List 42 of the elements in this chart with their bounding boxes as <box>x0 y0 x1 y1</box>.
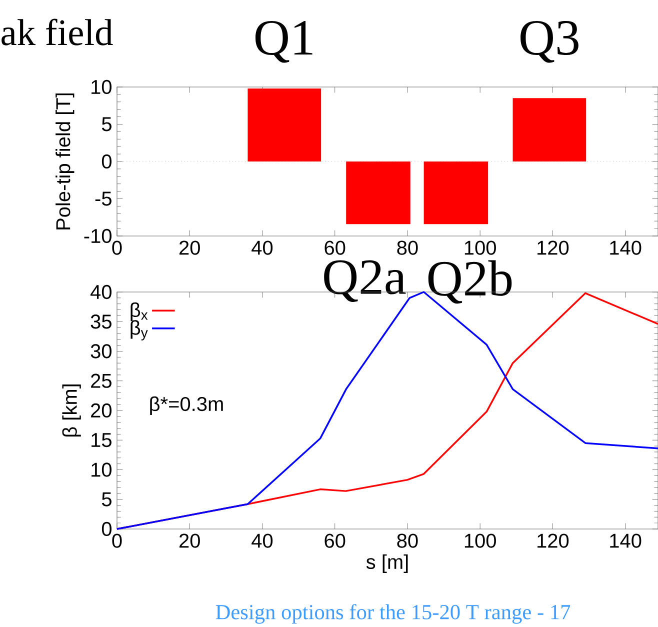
y-tick-label: 10 <box>92 462 112 477</box>
annotation: β*=0.3m <box>150 396 223 416</box>
x-tick-label: 20 <box>180 240 200 255</box>
y-tick-label: 5 <box>102 117 112 132</box>
y-tick-label: 40 <box>90 284 112 300</box>
x-tick-label: 40 <box>252 240 273 255</box>
y-tick-label: 0 <box>102 154 112 169</box>
text: Q1 <box>255 20 312 63</box>
chart-title: ak field <box>2 18 113 46</box>
x-tick-label: 60 <box>324 534 346 548</box>
y-tick-label: -5 <box>95 192 112 206</box>
x-tick-label: 120 <box>538 534 569 548</box>
legend-label: β$_{x}$ <box>130 302 148 321</box>
x-tick-label: 120 <box>538 240 569 255</box>
x-tick-label: 140 <box>610 240 642 255</box>
x-tick-label: 80 <box>397 534 418 548</box>
annotation: Q2a <box>324 260 406 302</box>
text: Design options for the 15-20 T range - 17 <box>216 604 570 624</box>
x-tick-label: 40 <box>252 534 273 548</box>
x-axis-title: s [m] <box>366 554 408 573</box>
legend-label: β$_{y}$ <box>130 320 148 340</box>
y-tick-label: 20 <box>91 403 112 418</box>
y-tick-label: 0 <box>102 522 112 536</box>
x-tick-label: 140 <box>610 534 642 548</box>
x-tick-label: 0 <box>112 534 122 548</box>
y-tick-label: 30 <box>90 344 112 358</box>
y-tick-label: 10 <box>92 80 112 94</box>
x-tick-label: 100 <box>464 534 496 548</box>
annotation: Q2b <box>428 260 512 304</box>
y-tick-label: 25 <box>91 374 112 388</box>
x-tick-label: 100 <box>464 240 496 255</box>
y-tick-label: 35 <box>90 314 112 329</box>
y-axis-title: β [km] <box>62 384 81 437</box>
y-tick-label: 5 <box>102 492 112 506</box>
text: Q3 <box>520 20 578 63</box>
y-axis-title: Pole-tip field [T] <box>56 93 74 230</box>
x-tick-label: 0 <box>112 240 122 255</box>
y-tick-label: 15 <box>92 433 112 448</box>
y-tick-label: -10 <box>84 228 112 244</box>
x-tick-label: 60 <box>324 240 346 255</box>
x-tick-label: 20 <box>180 534 200 548</box>
x-tick-label: 80 <box>397 240 418 255</box>
